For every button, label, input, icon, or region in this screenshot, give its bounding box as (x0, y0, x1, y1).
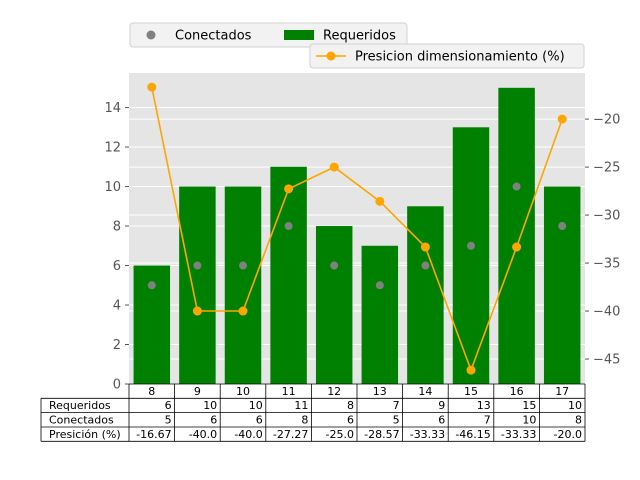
table-cell-0-2: 10 (249, 399, 263, 412)
point-10 (239, 261, 247, 270)
table-cell-2-9: -20.0 (554, 428, 582, 441)
point-8 (147, 281, 156, 290)
left-tick-label-0: 0 (113, 378, 121, 393)
legend-label-precision: Presicion dimensionamiento (%) (355, 50, 565, 65)
legend-box-secondary (309, 43, 585, 69)
table-cell-2-6: -33.33 (410, 428, 445, 441)
point-15 (467, 241, 475, 250)
line-marker-11 (284, 184, 294, 194)
table-cell-1-8: 10 (522, 413, 536, 426)
line-marker-15 (466, 365, 476, 375)
table-header-8: 8 (148, 385, 155, 398)
bar-9 (179, 186, 216, 384)
left-tick-label-2: 4 (113, 299, 121, 314)
table-cell-0-1: 10 (203, 399, 217, 412)
line-marker-9 (192, 306, 202, 316)
bar-10 (224, 186, 262, 384)
table-header-16: 16 (510, 385, 524, 398)
line-marker-14 (420, 242, 430, 252)
left-tick-label-1: 2 (113, 338, 121, 353)
table-row-label-1: Conectados (49, 413, 114, 426)
right-tick-label-2: −35 (593, 257, 620, 272)
table-cell-2-8: -33.33 (501, 428, 536, 441)
table-cell-1-9: 8 (575, 413, 582, 426)
table-cell-1-6: 6 (438, 413, 445, 426)
line-marker-12 (329, 162, 339, 172)
line-marker-17 (557, 114, 567, 124)
point-14 (421, 261, 430, 270)
table-header-17: 17 (555, 385, 569, 398)
point-9 (193, 261, 202, 270)
table-header-14: 14 (418, 385, 432, 398)
point-17 (558, 222, 567, 231)
line-marker-13 (375, 196, 385, 206)
bar-13 (361, 245, 399, 384)
table-cell-0-6: 9 (438, 399, 445, 412)
line-marker-10 (238, 306, 248, 316)
bar-16 (498, 87, 535, 385)
table-cell-0-8: 15 (522, 399, 536, 412)
precision-line (151, 86, 563, 373)
table-header-15: 15 (464, 385, 478, 398)
legend-label-requeridos: Requeridos (323, 29, 396, 44)
table-row-label-2: Presición (%) (49, 428, 121, 441)
table-cell-2-2: -40.0 (234, 428, 262, 441)
right-tick-label-4: −25 (593, 161, 620, 176)
line-marker-16 (512, 242, 522, 252)
table-cell-1-5: 5 (393, 413, 400, 426)
bar-14 (407, 206, 444, 384)
table-cell-2-5: -28.57 (364, 428, 399, 441)
table-cell-1-2: 6 (256, 413, 263, 426)
right-tick-label-5: −20 (593, 113, 620, 128)
table-cell-2-3: -27.27 (273, 428, 308, 441)
legend-marker-conectados (146, 30, 156, 40)
table-cell-1-3: 8 (301, 413, 308, 426)
left-tick-label-7: 14 (104, 101, 121, 116)
legend-marker-precision (326, 51, 336, 61)
table-cell-1-7: 7 (484, 413, 491, 426)
bar-15 (452, 127, 490, 385)
table-header-9: 9 (194, 385, 201, 398)
left-tick-label-6: 12 (104, 141, 121, 156)
table-header-13: 13 (373, 385, 387, 398)
bar-17 (543, 186, 581, 384)
line-marker-8 (147, 82, 157, 92)
table-cell-0-5: 7 (393, 399, 400, 412)
table-cell-2-0: -16.67 (136, 428, 171, 441)
table-cell-2-1: -40.0 (189, 428, 217, 441)
bar-11 (270, 166, 307, 384)
table-cell-0-3: 11 (294, 399, 308, 412)
table-row-label-0: Requeridos (49, 399, 111, 412)
table-cell-0-9: 10 (568, 399, 582, 412)
legend-swatch-requeridos (284, 30, 314, 40)
table-cell-0-4: 8 (347, 399, 354, 412)
table-header-10: 10 (236, 385, 250, 398)
table-cell-2-4: -25.0 (326, 428, 354, 441)
legend-label-conectados: Conectados (175, 29, 252, 44)
table-cell-1-1: 6 (210, 413, 217, 426)
left-tick-label-4: 8 (113, 220, 121, 235)
point-13 (375, 281, 384, 290)
point-12 (330, 261, 339, 270)
table-header-11: 11 (282, 385, 296, 398)
table-cell-2-7: -46.15 (455, 428, 490, 441)
right-tick-label-3: −30 (593, 209, 620, 224)
point-11 (284, 222, 293, 231)
bar-12 (315, 226, 353, 384)
legend-box-primary (129, 22, 408, 48)
table-cell-1-0: 5 (165, 413, 172, 426)
right-tick-label-0: −45 (593, 353, 620, 368)
point-16 (512, 182, 521, 191)
right-tick-label-1: −40 (593, 305, 620, 320)
table-cell-0-0: 6 (165, 399, 172, 412)
table-cell-0-7: 13 (477, 399, 491, 412)
left-tick-label-5: 10 (104, 180, 121, 195)
left-tick-label-3: 6 (113, 259, 121, 274)
table-cell-1-4: 6 (347, 413, 354, 426)
table-header-12: 12 (327, 385, 341, 398)
